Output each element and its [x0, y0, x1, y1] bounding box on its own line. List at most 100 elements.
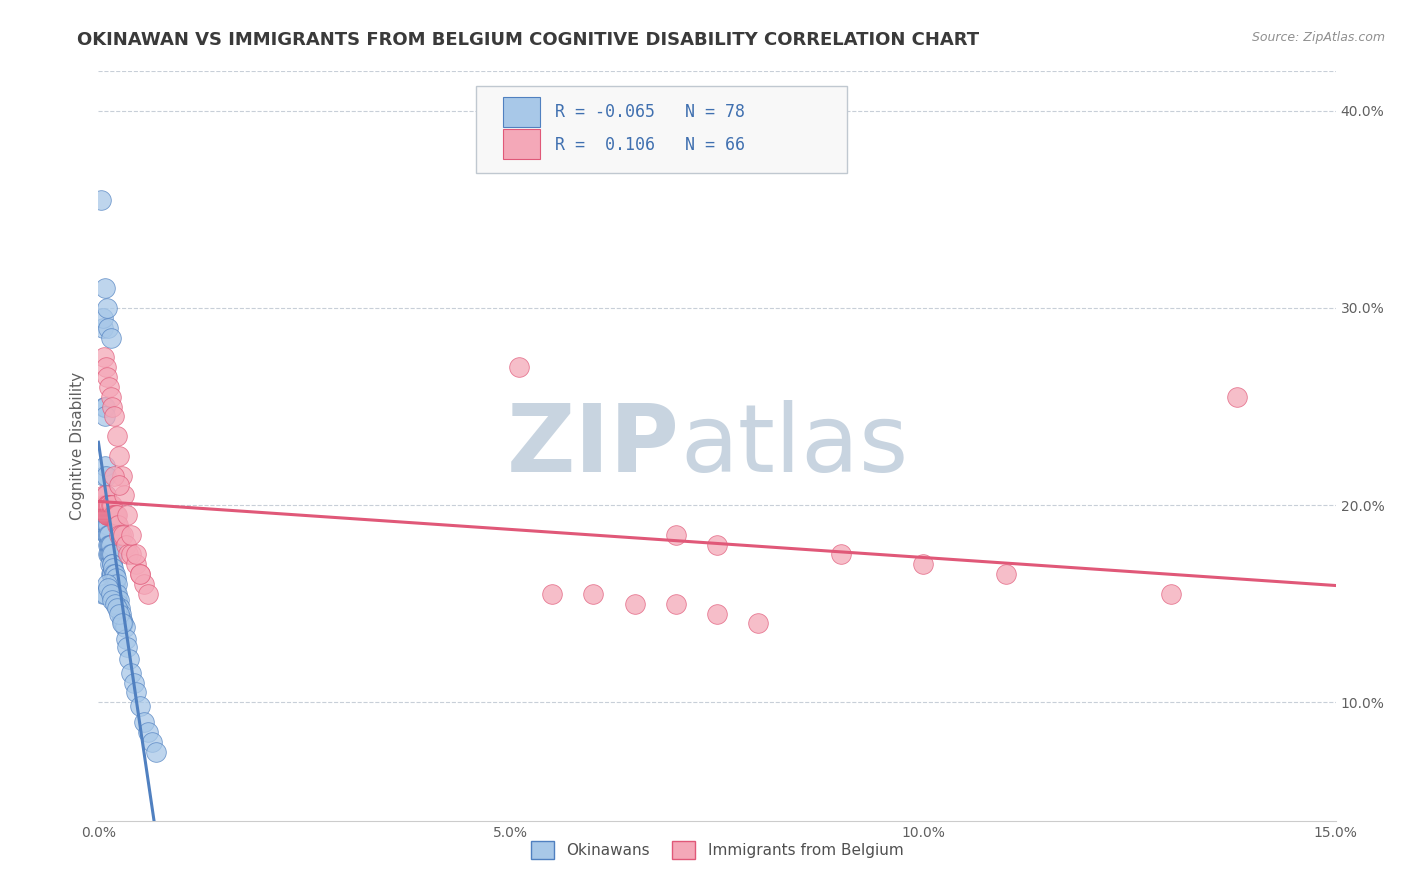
Point — [96, 577, 118, 591]
Point — [103, 567, 125, 582]
Point — [112, 488, 135, 502]
Point — [91, 587, 114, 601]
Point — [96, 498, 118, 512]
Point — [100, 538, 122, 552]
Point — [96, 527, 118, 541]
Point — [97, 498, 120, 512]
Point — [136, 587, 159, 601]
Point — [90, 498, 112, 512]
Point — [96, 527, 118, 541]
Point — [117, 508, 139, 522]
Point — [96, 301, 118, 315]
Point — [120, 548, 142, 562]
Point — [112, 527, 135, 541]
Point — [94, 458, 117, 473]
Point — [98, 538, 121, 552]
Point — [94, 400, 117, 414]
Point — [105, 508, 128, 522]
Point — [96, 508, 118, 522]
Point — [541, 587, 564, 601]
Point — [98, 548, 121, 562]
Point — [104, 587, 127, 601]
Point — [117, 548, 139, 562]
Point — [98, 498, 121, 512]
Point — [108, 592, 131, 607]
Text: OKINAWAN VS IMMIGRANTS FROM BELGIUM COGNITIVE DISABILITY CORRELATION CHART: OKINAWAN VS IMMIGRANTS FROM BELGIUM COGN… — [77, 31, 980, 49]
Point — [145, 745, 167, 759]
Point — [124, 548, 146, 562]
Point — [97, 527, 120, 541]
Point — [105, 429, 128, 443]
Point — [101, 558, 124, 572]
Point — [96, 508, 118, 522]
Point — [100, 548, 122, 562]
Point — [118, 652, 141, 666]
Point — [912, 558, 935, 572]
Point — [107, 517, 129, 532]
Point — [120, 527, 142, 541]
Point — [93, 400, 115, 414]
Point — [101, 567, 124, 582]
Point — [100, 508, 122, 522]
Point — [103, 409, 125, 424]
Point — [103, 581, 125, 595]
Point — [97, 517, 120, 532]
Point — [101, 400, 124, 414]
Point — [103, 468, 125, 483]
Point — [108, 600, 131, 615]
Point — [114, 538, 136, 552]
Point — [100, 558, 122, 572]
Legend: Okinawans, Immigrants from Belgium: Okinawans, Immigrants from Belgium — [524, 835, 910, 865]
Point — [100, 587, 122, 601]
Point — [103, 508, 125, 522]
Point — [110, 616, 132, 631]
Point — [117, 640, 139, 654]
Point — [105, 587, 128, 601]
Point — [110, 468, 132, 483]
Point — [107, 597, 129, 611]
Point — [93, 468, 115, 483]
Point — [98, 508, 121, 522]
Point — [96, 370, 118, 384]
Point — [128, 567, 150, 582]
Point — [100, 567, 122, 582]
Point — [108, 607, 131, 621]
Point — [104, 577, 127, 591]
Point — [101, 592, 124, 607]
Point — [94, 468, 117, 483]
Point — [104, 597, 127, 611]
Point — [98, 380, 121, 394]
Point — [93, 498, 115, 512]
Point — [108, 449, 131, 463]
Point — [90, 193, 112, 207]
Point — [94, 488, 117, 502]
Point — [105, 592, 128, 607]
Point — [96, 517, 118, 532]
Point — [91, 320, 114, 334]
Point — [98, 558, 121, 572]
Point — [128, 567, 150, 582]
Point — [1226, 390, 1249, 404]
Point — [132, 714, 155, 729]
Point — [94, 409, 117, 424]
Point — [104, 508, 127, 522]
Point — [120, 665, 142, 680]
Point — [125, 685, 148, 699]
Point — [98, 548, 121, 562]
Point — [128, 699, 150, 714]
FancyBboxPatch shape — [475, 87, 846, 172]
Point — [114, 620, 136, 634]
Point — [665, 527, 688, 541]
Point — [100, 508, 122, 522]
Point — [665, 597, 688, 611]
Text: R = -0.065   N = 78: R = -0.065 N = 78 — [555, 103, 745, 121]
Y-axis label: Cognitive Disability: Cognitive Disability — [69, 372, 84, 520]
Point — [110, 613, 132, 627]
Point — [141, 735, 163, 749]
Point — [94, 360, 117, 375]
Point — [110, 607, 132, 621]
Point — [101, 498, 124, 512]
Point — [108, 478, 131, 492]
Point — [706, 538, 728, 552]
Point — [93, 310, 115, 325]
